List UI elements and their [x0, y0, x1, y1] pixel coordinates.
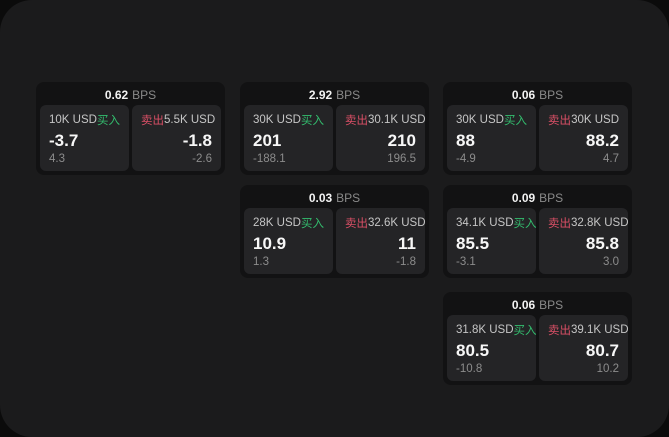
bps-value: 0.06: [511, 88, 536, 102]
quote-body: 30K USD 买入 88 -4.9 卖出 30K USD 88.2 4.7: [443, 105, 632, 175]
buy-side-label: 买入: [301, 218, 324, 230]
buy-change: -10.8: [456, 363, 483, 375]
buy-tile[interactable]: 28K USD 买入 10.9 1.3: [244, 208, 333, 274]
buy-side-label: 买入: [301, 115, 324, 127]
bps-header: 0.09 BPS: [443, 185, 632, 208]
buy-price: -3.7: [49, 130, 79, 150]
sell-tile[interactable]: 卖出 5.5K USD -1.8 -2.6: [132, 105, 221, 171]
buy-amount: 10K USD: [49, 114, 97, 126]
sell-change: -2.6: [192, 153, 212, 165]
sell-side-label: 卖出: [548, 325, 571, 337]
bps-header: 0.06 BPS: [443, 82, 632, 105]
buy-change: 4.3: [49, 153, 65, 165]
buy-tile[interactable]: 34.1K USD 买入 85.5 -3.1: [447, 208, 537, 274]
sell-amount: 30K USD: [571, 114, 619, 126]
quote-body: 10K USD 买入 -3.7 4.3 卖出 5.5K USD -1.8 -2.…: [36, 105, 225, 175]
bps-header: 0.06 BPS: [443, 292, 632, 315]
buy-change: -188.1: [253, 153, 286, 165]
sell-amount: 32.6K USD: [368, 217, 426, 229]
sell-tile[interactable]: 卖出 32.8K USD 85.8 3.0: [539, 208, 629, 274]
buy-price: 80.5: [456, 340, 490, 360]
buy-change: 1.3: [253, 256, 269, 268]
buy-amount: 30K USD: [456, 114, 504, 126]
buy-amount: 31.8K USD: [456, 324, 514, 336]
buy-change: -3.1: [456, 256, 476, 268]
buy-tile[interactable]: 30K USD 买入 88 -4.9: [447, 105, 536, 171]
bps-header: 0.62 BPS: [36, 82, 225, 105]
sell-price: 210: [387, 130, 416, 150]
buy-tile[interactable]: 31.8K USD 买入 80.5 -10.8: [447, 315, 537, 381]
bps-unit-label: BPS: [539, 88, 564, 102]
bps-value: 2.92: [308, 88, 333, 102]
quote-card-6: 0.06 BPS 31.8K USD 买入 80.5 -10.8 卖出 39.1…: [443, 292, 632, 385]
buy-side-label: 买入: [504, 115, 527, 127]
bps-value: 0.62: [104, 88, 129, 102]
quote-body: 28K USD 买入 10.9 1.3 卖出 32.6K USD 11 -1.8: [240, 208, 429, 278]
bps-value: 0.09: [511, 191, 536, 205]
sell-price: -1.8: [182, 130, 212, 150]
buy-price: 88: [456, 130, 475, 150]
sell-side-label: 卖出: [141, 115, 164, 127]
bps-unit-label: BPS: [539, 298, 564, 312]
buy-tile[interactable]: 30K USD 买入 201 -188.1: [244, 105, 333, 171]
bps-unit-label: BPS: [132, 88, 157, 102]
sell-amount: 5.5K USD: [164, 114, 216, 126]
sell-tile[interactable]: 卖出 30K USD 88.2 4.7: [539, 105, 628, 171]
quote-card-3: 0.06 BPS 30K USD 买入 88 -4.9 卖出 30K USD 8…: [443, 82, 632, 175]
quote-card-5: 0.09 BPS 34.1K USD 买入 85.5 -3.1 卖出 32.8K…: [443, 185, 632, 278]
quote-body: 31.8K USD 买入 80.5 -10.8 卖出 39.1K USD 80.…: [443, 315, 632, 385]
quote-card-4: 0.03 BPS 28K USD 买入 10.9 1.3 卖出 32.6K US…: [240, 185, 429, 278]
quote-card-2: 2.92 BPS 30K USD 买入 201 -188.1 卖出 30.1K …: [240, 82, 429, 175]
quote-body: 34.1K USD 买入 85.5 -3.1 卖出 32.8K USD 85.8…: [443, 208, 632, 278]
sell-amount: 39.1K USD: [571, 324, 629, 336]
buy-side-label: 买入: [97, 115, 120, 127]
bps-unit-label: BPS: [336, 88, 361, 102]
bps-header: 2.92 BPS: [240, 82, 429, 105]
buy-amount: 34.1K USD: [456, 217, 514, 229]
bps-unit-label: BPS: [336, 191, 361, 205]
sell-price: 11: [398, 233, 416, 253]
buy-price: 85.5: [456, 233, 490, 253]
buy-change: -4.9: [456, 153, 476, 165]
buy-side-label: 买入: [513, 325, 537, 337]
sell-tile[interactable]: 卖出 32.6K USD 11 -1.8: [336, 208, 426, 274]
buy-price: 10.9: [253, 233, 287, 253]
sell-side-label: 卖出: [345, 115, 368, 127]
sell-side-label: 卖出: [345, 218, 368, 230]
quote-card-1: 0.62 BPS 10K USD 买入 -3.7 4.3 卖出 5.5K USD…: [36, 82, 225, 175]
sell-tile[interactable]: 卖出 39.1K USD 80.7 10.2: [539, 315, 629, 381]
sell-change: 3.0: [603, 256, 619, 268]
bps-unit-label: BPS: [539, 191, 564, 205]
sell-price: 88.2: [585, 130, 619, 150]
sell-amount: 30.1K USD: [368, 114, 426, 126]
sell-change: 10.2: [596, 363, 619, 375]
buy-price: 201: [253, 130, 282, 150]
sell-amount: 32.8K USD: [571, 217, 629, 229]
sell-side-label: 卖出: [548, 218, 571, 230]
sell-side-label: 卖出: [548, 115, 571, 127]
buy-amount: 30K USD: [253, 114, 301, 126]
sell-change: 4.7: [603, 153, 619, 165]
sell-change: 196.5: [387, 153, 416, 165]
bps-header: 0.03 BPS: [240, 185, 429, 208]
buy-tile[interactable]: 10K USD 买入 -3.7 4.3: [40, 105, 129, 171]
bps-value: 0.03: [308, 191, 333, 205]
sell-price: 80.7: [585, 340, 619, 360]
bps-value: 0.06: [511, 298, 536, 312]
quote-body: 30K USD 买入 201 -188.1 卖出 30.1K USD 210 1…: [240, 105, 429, 175]
buy-side-label: 买入: [513, 218, 537, 230]
buy-amount: 28K USD: [253, 217, 301, 229]
sell-change: -1.8: [396, 256, 416, 268]
sell-tile[interactable]: 卖出 30.1K USD 210 196.5: [336, 105, 426, 171]
sell-price: 85.8: [585, 233, 619, 253]
